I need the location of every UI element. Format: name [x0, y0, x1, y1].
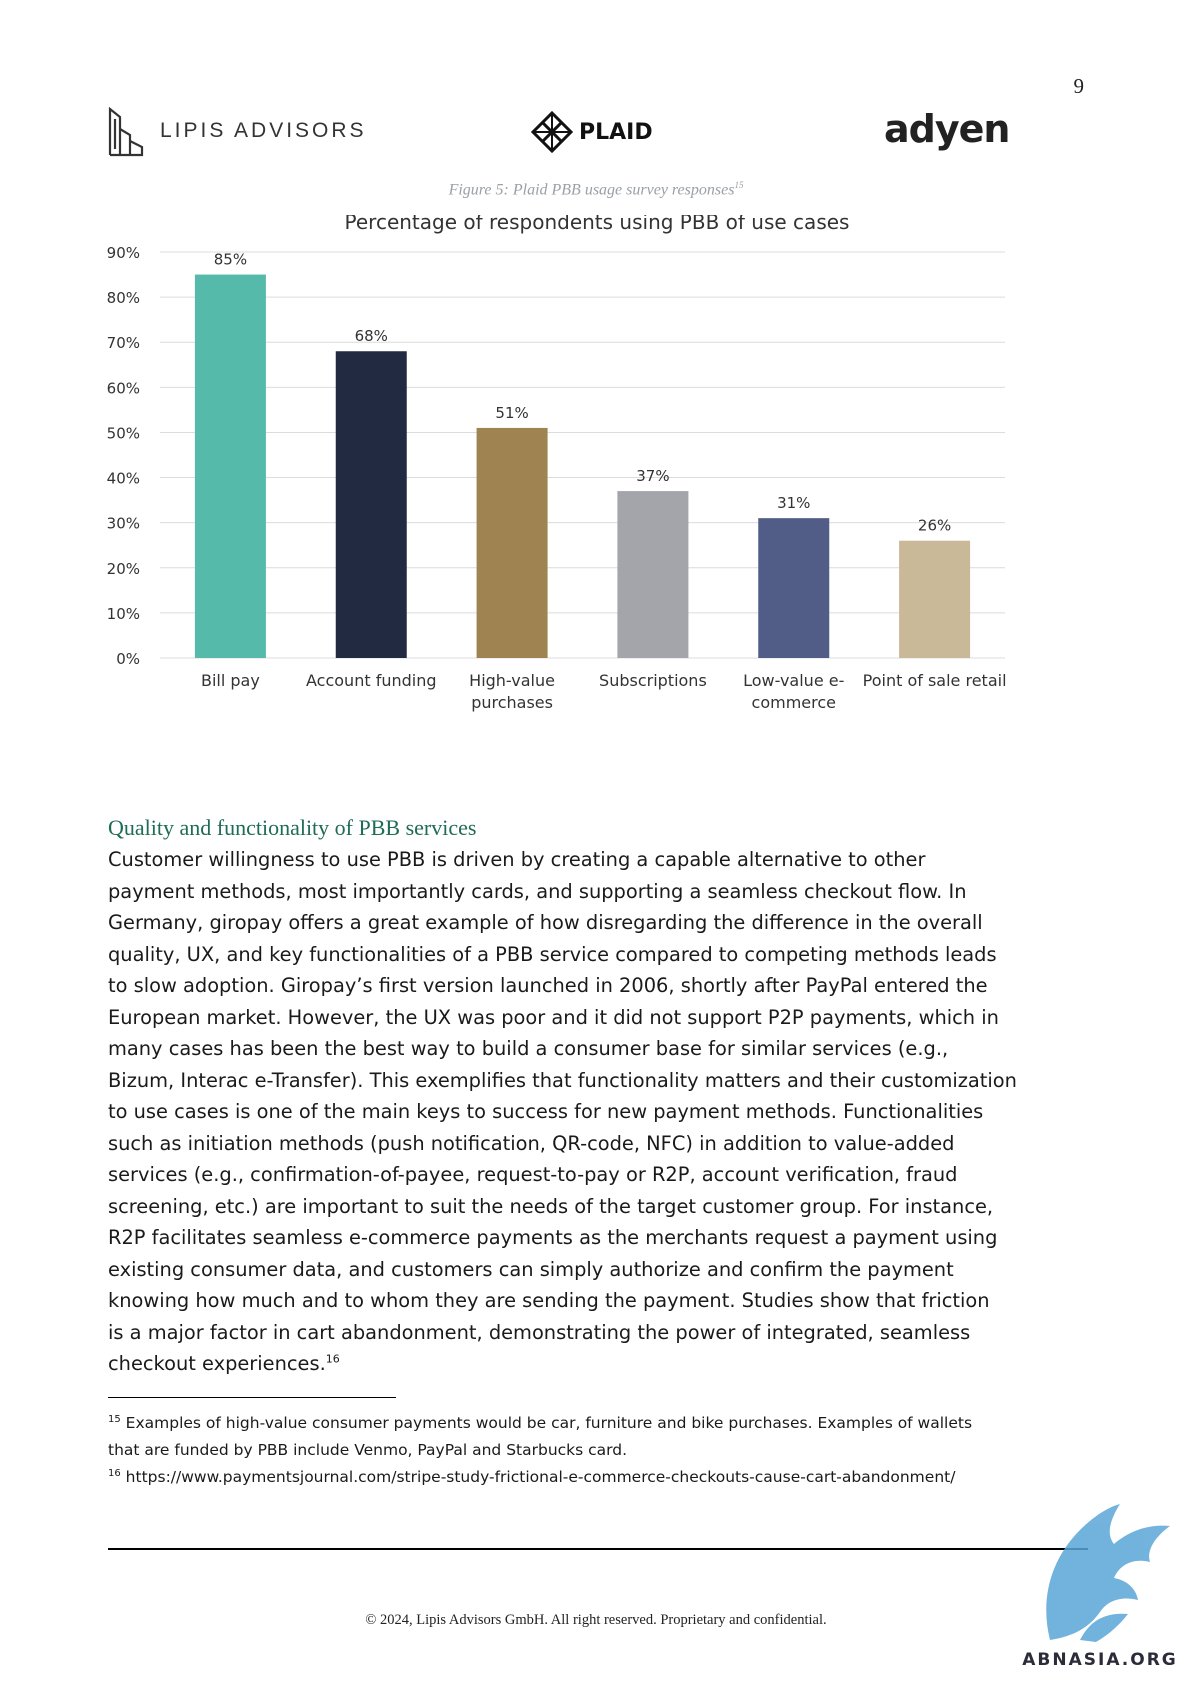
body-line: to use cases is one of the main keys to …: [108, 1100, 984, 1123]
y-tick-label: 40%: [107, 470, 140, 488]
body-line: European market. However, the UX was poo…: [108, 1005, 999, 1029]
body-footnote-ref: 16: [325, 1352, 340, 1366]
footer-copyright: © 2024, Lipis Advisors GmbH. All right r…: [365, 1612, 827, 1628]
y-tick-label: 90%: [107, 244, 140, 262]
footnote-15-line-1: Examples of high-value consumer payments…: [125, 1414, 973, 1432]
adyen-logo: adyen: [884, 107, 1010, 151]
plaid-wordmark: PLAID: [579, 119, 653, 145]
body-line: checkout experiences.16: [108, 1352, 340, 1375]
footnotes: 15 Examples of high-value consumer payme…: [108, 1410, 1098, 1491]
footnote-16: 16 https://www.paymentsjournal.com/strip…: [108, 1464, 1098, 1491]
bar: [617, 491, 689, 658]
section-body: Customer willingness to use PBB is drive…: [108, 844, 1088, 1380]
watermark-text: ABNASIA.ORG: [1022, 1650, 1178, 1670]
body-line: R2P facilitates seamless e-commerce paym…: [108, 1226, 998, 1249]
figure-caption-text: Figure 5: Plaid PBB usage survey respons…: [448, 181, 735, 199]
bar: [899, 540, 971, 658]
bars: [194, 274, 971, 658]
x-category-label: purchases: [471, 693, 553, 712]
bar-chart: Percentage of respondents using PBB of u…: [100, 210, 1090, 775]
figure-caption: Figure 5: Plaid PBB usage survey respons…: [0, 180, 1192, 199]
bar-chart-svg: Percentage of respondents using PBB of u…: [107, 210, 1007, 712]
plaid-pattern-icon: [531, 111, 573, 153]
footnote-15: 15 Examples of high-value consumer payme…: [108, 1410, 1098, 1437]
y-tick-label: 0%: [116, 650, 140, 668]
bar-value-label: 85%: [214, 251, 247, 269]
body-line: knowing how much and to whom they are se…: [108, 1289, 990, 1312]
bar-value-label: 31%: [777, 494, 810, 512]
footer-rule: [108, 1548, 1088, 1550]
bar-value-label: 68%: [355, 327, 388, 345]
y-tick-label: 10%: [107, 605, 140, 623]
y-axis-tick-labels: 0% 10% 20% 30% 40% 50% 60% 70% 80% 90%: [107, 244, 140, 668]
body-line: screening, etc.) are important to suit t…: [108, 1194, 994, 1218]
winged-griffin-icon: [1046, 1504, 1170, 1642]
body-line: Customer willingness to use PBB is drive…: [108, 848, 926, 871]
y-tick-label: 30%: [107, 515, 140, 533]
body-line: is a major factor in cart abandonment, d…: [108, 1320, 971, 1344]
x-category-label: Bill pay: [201, 671, 260, 690]
footnote-15-number: 15: [108, 1413, 121, 1425]
bar-value-label: 26%: [918, 517, 951, 535]
footnote-16-link[interactable]: https://www.paymentsjournal.com/stripe-s…: [125, 1468, 956, 1486]
lipis-building-icon: [108, 106, 144, 157]
body-line: Germany, giropay offers a great example …: [108, 911, 983, 934]
lipis-advisors-logo: LIPIS ADVISORS: [106, 105, 367, 157]
x-category-label: commerce: [752, 693, 836, 712]
x-axis-category-labels: Bill pay Account funding High-value purchas…: [201, 671, 1007, 712]
figure-caption-footnote-ref: 15: [734, 180, 744, 190]
bar: [335, 351, 407, 658]
y-tick-label: 20%: [107, 560, 140, 578]
bar-value-label: 37%: [636, 467, 669, 485]
x-category-label: Account funding: [306, 671, 437, 690]
x-category-label: Point of sale retail: [863, 671, 1007, 690]
bar: [758, 518, 830, 658]
body-line: to slow adoption. Giropay’s first versio…: [108, 974, 988, 997]
body-line: quality, UX, and key functionalities of …: [108, 942, 997, 966]
plaid-logo: PLAID: [531, 111, 653, 153]
body-line: Bizum, Interac e-Transfer). This exempli…: [108, 1068, 1017, 1092]
footnote-16-number: 16: [108, 1467, 121, 1479]
page-header: LIPIS ADVISORS PLAID adyen: [106, 105, 1010, 165]
footnote-15-continued: that are funded by PBB include Venmo, Pa…: [108, 1441, 628, 1459]
section-heading: Quality and functionality of PBB service…: [108, 815, 477, 840]
body-line: many cases has been the best way to buil…: [108, 1037, 949, 1060]
y-tick-label: 60%: [107, 379, 140, 397]
bar-value-label: 51%: [495, 404, 528, 422]
y-tick-label: 80%: [107, 289, 140, 307]
body-line: payment methods, most importantly cards,…: [108, 879, 967, 903]
body-line: services (e.g., confirmation-of-payee, r…: [108, 1163, 958, 1186]
abnasia-watermark: ABNASIA.ORG: [1010, 1500, 1190, 1684]
bar: [194, 274, 266, 658]
x-category-label: High-value: [469, 671, 555, 690]
lipis-advisors-wordmark: LIPIS ADVISORS: [160, 119, 367, 142]
page-number: 9: [1073, 74, 1085, 98]
y-tick-label: 70%: [107, 334, 140, 352]
gridlines: [160, 251, 1005, 659]
y-tick-label: 50%: [107, 424, 140, 442]
footnote-separator: [108, 1397, 396, 1398]
body-line: such as initiation methods (push notific…: [108, 1131, 955, 1155]
x-category-label: Subscriptions: [599, 671, 707, 690]
x-category-label: Low-value e-: [743, 671, 844, 690]
bar-value-labels: 85% 68% 51% 37% 31% 26%: [214, 251, 952, 535]
bar: [476, 427, 548, 658]
body-line: existing consumer data, and customers ca…: [108, 1257, 954, 1281]
chart-title: Percentage of respondents using PBB of u…: [345, 215, 850, 234]
